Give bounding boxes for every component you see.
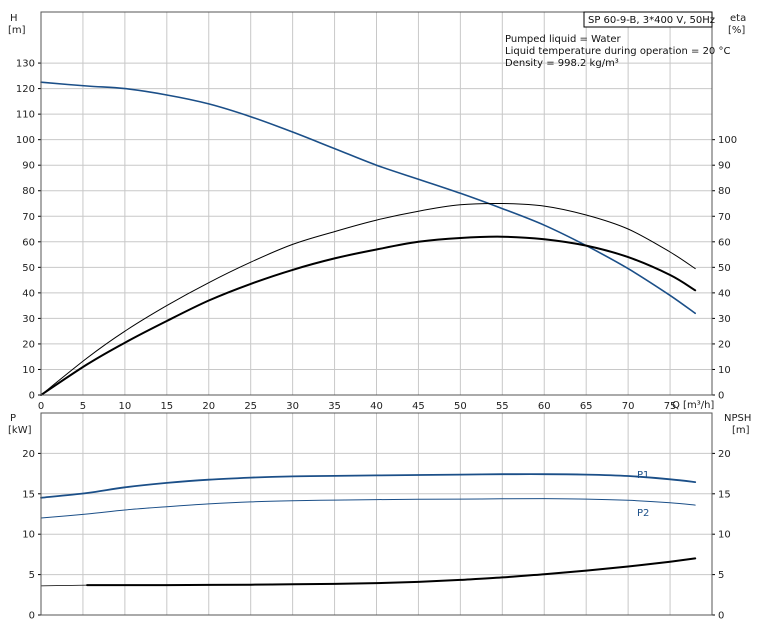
x-tick-label: 40	[370, 401, 383, 412]
x-tick-label: 70	[622, 401, 635, 412]
left-tick-label: 20	[22, 449, 35, 460]
right-tick-label: 60	[718, 237, 731, 248]
series-line-0-1	[40, 202, 696, 396]
series-label-p2: P2	[637, 508, 649, 519]
series-line-1-3	[40, 584, 88, 587]
eta-axis-unit: [%]	[728, 25, 745, 36]
right-tick-label: 20	[718, 339, 731, 350]
head-axis-label: H	[10, 13, 18, 24]
right-tick-label: 50	[718, 263, 731, 274]
left-tick-label: 60	[22, 237, 35, 248]
left-tick-label: 15	[22, 489, 35, 500]
left-tick-label: 10	[22, 530, 35, 541]
right-tick-label: 0	[718, 391, 724, 402]
annotation-liquid-temperature: Liquid temperature during operation = 20…	[505, 46, 730, 57]
left-tick-label: 120	[16, 84, 35, 95]
annotation-density: Density = 998.2 kg/m³	[505, 58, 619, 69]
left-tick-label: 70	[22, 212, 35, 223]
left-tick-label: 80	[22, 186, 35, 197]
right-tick-label: 90	[718, 161, 731, 172]
left-tick-label: 110	[16, 110, 35, 121]
right-tick-label: 80	[718, 186, 731, 197]
power-axis-unit: [kW]	[8, 425, 32, 436]
x-tick-label: 10	[119, 401, 132, 412]
x-tick-label: 35	[328, 401, 341, 412]
plot-frame	[40, 11, 713, 396]
series-line-p2	[40, 498, 696, 519]
pump-title: SP 60-9-B, 3*400 V, 50Hz	[588, 15, 715, 26]
power-axis-label: P	[10, 413, 16, 424]
left-tick-label: 10	[22, 365, 35, 376]
left-tick-label: 5	[29, 570, 35, 581]
x-tick-label: 45	[412, 401, 425, 412]
right-tick-label: 30	[718, 314, 731, 325]
x-tick-label: 5	[80, 401, 86, 412]
left-tick-label: 0	[29, 611, 35, 622]
right-tick-label: 0	[718, 611, 724, 622]
left-tick-label: 100	[16, 135, 35, 146]
left-tick-label: 20	[22, 339, 35, 350]
left-tick-label: 130	[16, 59, 35, 70]
series-line-0-2	[40, 235, 697, 396]
right-tick-label: 100	[718, 135, 737, 146]
npsh-axis-label: NPSH	[724, 413, 751, 424]
pump-title-box	[583, 11, 713, 28]
x-tick-label: 55	[496, 401, 509, 412]
right-tick-label: 40	[718, 288, 731, 299]
annotation-pumped-liquid: Pumped liquid = Water	[505, 34, 622, 45]
eta-axis-label: eta	[730, 13, 746, 24]
x-tick-label: 75	[664, 401, 677, 412]
series-line-1-2	[86, 557, 697, 587]
x-tick-label: 25	[244, 401, 257, 412]
right-tick-label: 20	[718, 449, 731, 460]
right-tick-label: 10	[718, 365, 731, 376]
right-tick-label: 70	[718, 212, 731, 223]
left-tick-label: 0	[29, 391, 35, 402]
x-tick-label: 50	[454, 401, 467, 412]
right-tick-label: 15	[718, 489, 731, 500]
right-tick-label: 5	[718, 570, 724, 581]
right-tick-label: 10	[718, 530, 731, 541]
flow-axis-label: Q [m³/h]	[672, 400, 714, 411]
left-tick-label: 30	[22, 314, 35, 325]
x-tick-label: 65	[580, 401, 593, 412]
left-tick-label: 50	[22, 263, 35, 274]
x-tick-label: 0	[38, 401, 44, 412]
series-line-p1	[40, 473, 697, 499]
x-tick-label: 15	[160, 401, 173, 412]
npsh-axis-unit: [m]	[732, 425, 750, 436]
x-tick-label: 60	[538, 401, 551, 412]
head-axis-unit: [m]	[8, 25, 26, 36]
plot-frame	[40, 412, 713, 616]
left-tick-label: 90	[22, 161, 35, 172]
series-line-0-0	[40, 81, 696, 315]
series-label-p1: P1	[637, 470, 649, 481]
x-tick-label: 30	[286, 401, 299, 412]
x-tick-label: 20	[202, 401, 215, 412]
left-tick-label: 40	[22, 288, 35, 299]
